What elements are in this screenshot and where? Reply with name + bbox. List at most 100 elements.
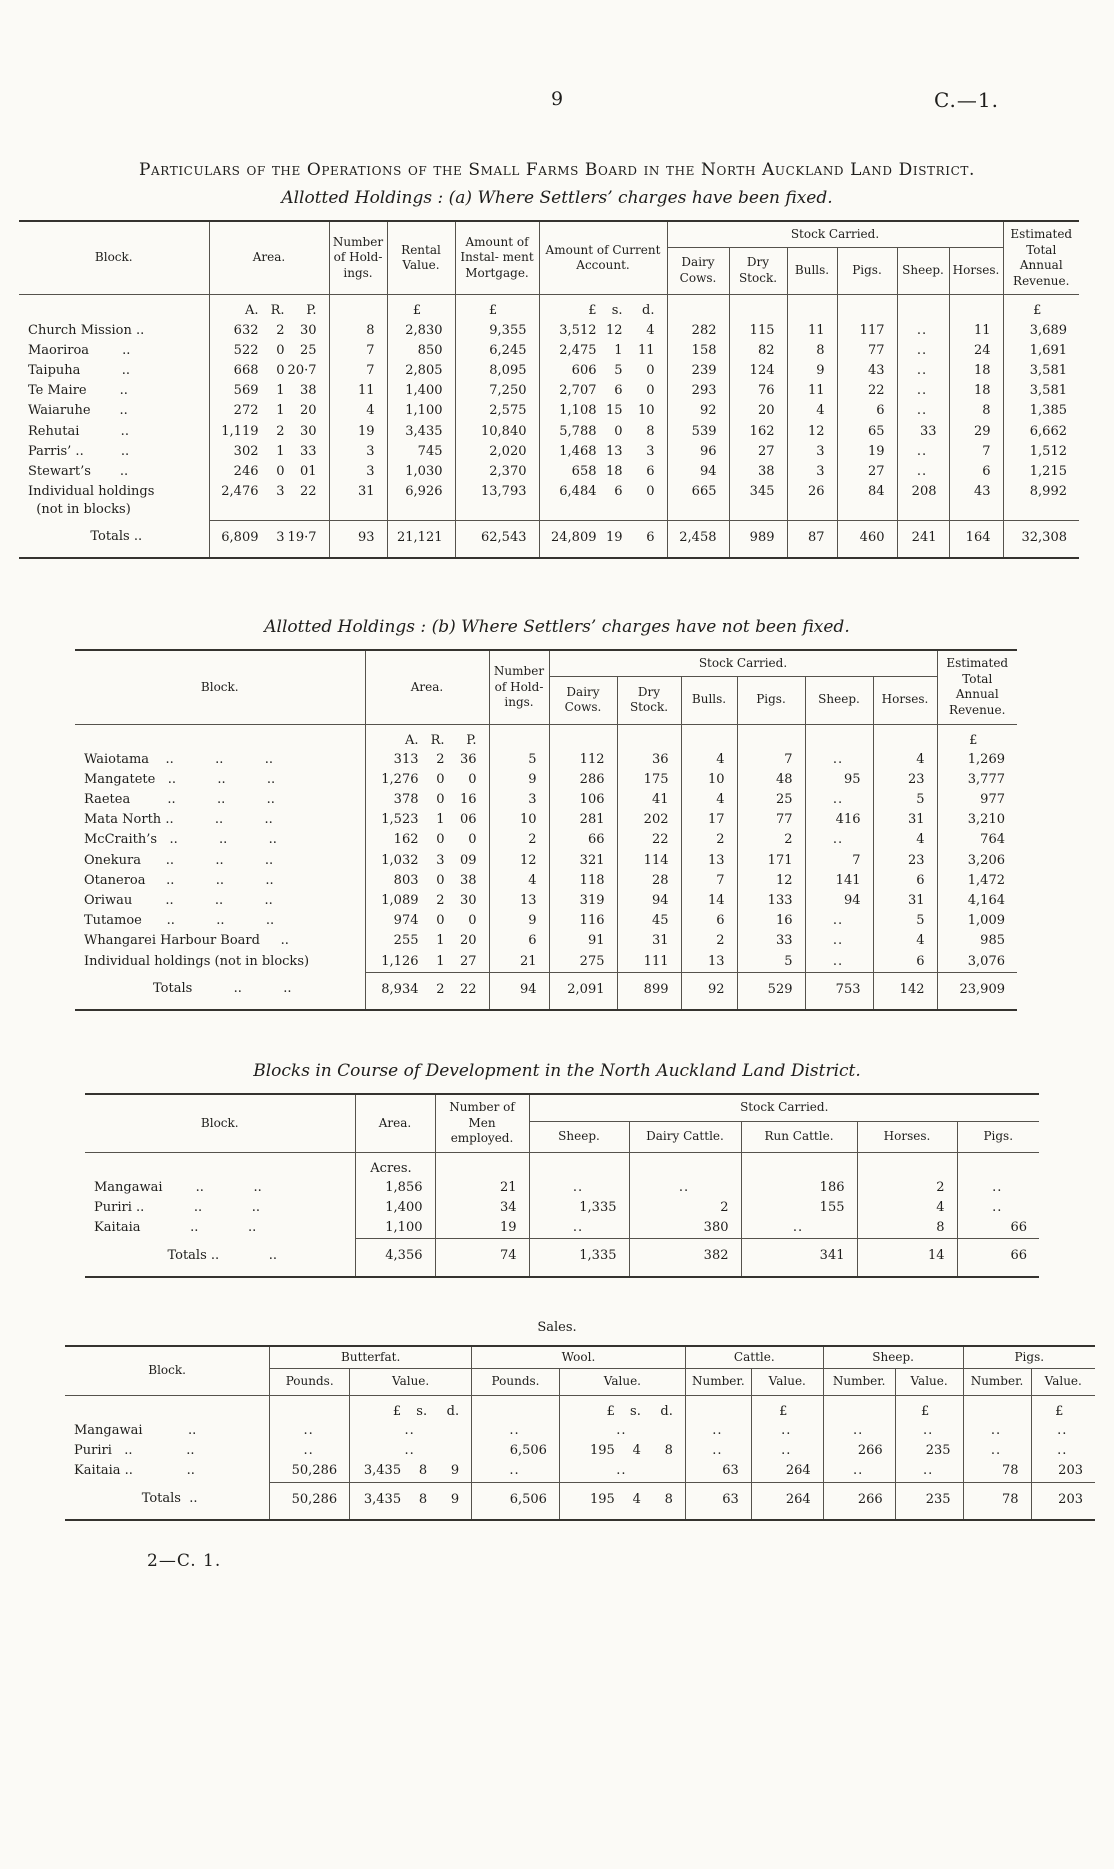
cell-segments: 1,468 13 3 xyxy=(544,443,654,461)
table-cell: 321 xyxy=(548,850,618,871)
cell-segment: A. xyxy=(404,732,419,748)
column-header: Block. xyxy=(64,1345,271,1396)
unit-label: £ xyxy=(750,1395,824,1422)
cell-segments: 1,032 3 09 xyxy=(370,852,476,870)
cell-segment: 2,476 xyxy=(221,484,259,500)
table-cell: 31 xyxy=(872,810,938,831)
column-header: Estimated Total Annual Revenue. xyxy=(936,650,1018,725)
table-cell: 24 xyxy=(948,340,1004,361)
table-cell: 3 xyxy=(488,790,550,811)
unit-label xyxy=(728,294,788,321)
totals-row: Totals .. 50,286 3,435 8 9 6,506 195 4 8 63 264 266… xyxy=(64,1481,1096,1520)
column-header: Number of Men employed. xyxy=(434,1093,530,1153)
table-row: Raetea .. .. .. 378 0 16 3 106 41 4 25.. 5 977 xyxy=(74,790,1018,811)
table-cell: 27 xyxy=(728,441,788,462)
cell-segments: 632 2 30 xyxy=(214,322,317,340)
table-cell: 3,581 xyxy=(1002,381,1080,402)
cell-segment: 15 xyxy=(605,403,623,419)
table-cell: .. xyxy=(894,1461,964,1483)
table-cell: .. xyxy=(896,441,950,462)
table-cell: 6 xyxy=(872,870,938,891)
table-cell: 9 xyxy=(488,769,550,791)
cell-segments: 5,788 0 8 xyxy=(544,423,654,441)
table-cell: .. xyxy=(558,1461,686,1483)
cell-segments: 569 1 38 xyxy=(214,382,317,400)
cell-segment: 19 xyxy=(605,529,623,545)
unit-label xyxy=(680,724,738,750)
table-cell: 3,076 xyxy=(936,951,1018,973)
table-cell: 378 0 16 xyxy=(364,790,490,811)
table-cell: .. xyxy=(956,1177,1040,1199)
cell-segment: 1 xyxy=(614,342,623,358)
table-cell: 319 xyxy=(548,891,618,912)
table-cell: 10 xyxy=(680,769,738,791)
table-cell: 203 xyxy=(1030,1461,1096,1483)
cell-segment: 2,475 xyxy=(559,342,597,358)
unit-row: Acres. xyxy=(84,1152,1040,1178)
totals-cell: 87 xyxy=(786,519,838,559)
table-cell: 94 xyxy=(804,891,874,912)
totals-cell: 753 xyxy=(804,971,874,1010)
table-cell: 282 xyxy=(666,320,730,341)
cell-segment: 195 xyxy=(590,1443,615,1459)
table-cell: 2,476 3 22 xyxy=(208,482,330,521)
table-cell: 1,856 xyxy=(354,1177,436,1199)
cell-segment: 1,089 xyxy=(381,893,419,908)
cell-segment: 8 xyxy=(664,1443,673,1459)
totals-cell: 92 xyxy=(680,971,738,1010)
table-cell: 6 xyxy=(948,461,1004,483)
cell-segments: 3,435 8 9 xyxy=(354,1491,459,1509)
totals-cell: 21,121 xyxy=(386,519,456,559)
column-header: Number. xyxy=(684,1368,752,1396)
table-cell: 10 xyxy=(488,810,550,831)
unit-label xyxy=(740,1152,858,1178)
table-cell: 25 xyxy=(736,790,806,811)
cell-segment: 9 xyxy=(450,1491,460,1507)
table-cell: 1,335 xyxy=(528,1198,630,1219)
table-cell: 272 1 20 xyxy=(208,401,330,422)
table-cell: .. xyxy=(804,790,874,811)
page-number: 9 xyxy=(550,88,564,110)
table-cell: 3 xyxy=(328,461,388,483)
unit-label xyxy=(684,1395,752,1422)
cell-segment: 01 xyxy=(299,463,317,479)
cell-segment: 30 xyxy=(299,423,317,439)
table-row: Oriwau .. .. .. 1,089 2 30 13 319 94 14 133 94 31 4… xyxy=(74,891,1018,912)
cell-segments: 1,108 15 10 xyxy=(544,402,655,420)
unit-label xyxy=(736,724,806,750)
table-cell: 3 xyxy=(786,441,838,462)
table-cell: McCraith’s .. .. .. xyxy=(74,830,366,851)
table-head: Block. Area. Number of Hold- ings. Stock Ca… xyxy=(74,650,1018,725)
table-cell: 985 xyxy=(936,931,1018,952)
table-title: Blocks in Course of Development in the N… xyxy=(253,1060,861,1081)
cell-segment: 10 xyxy=(637,403,655,419)
cell-segment: 1 xyxy=(436,812,445,828)
cell-segment: 0 xyxy=(436,792,445,808)
totals-cell: 235 xyxy=(894,1481,964,1520)
table-cell: 66 xyxy=(956,1218,1040,1239)
page-header: 9 C.—1. xyxy=(19,88,1095,116)
table-cell: 13 xyxy=(680,850,738,871)
totals-cell: 32,308 xyxy=(1002,519,1080,559)
column-header: Block. xyxy=(18,221,210,296)
table-cell: 3,689 xyxy=(1002,320,1080,341)
table-cell: 8 xyxy=(328,320,388,341)
column-header: Dairy Cows. xyxy=(666,247,730,296)
totals-cell: 63 xyxy=(684,1481,752,1520)
table-cell: 175 xyxy=(616,769,682,791)
unit-label: Acres. xyxy=(354,1152,436,1178)
table-cell: 7 xyxy=(804,850,874,871)
table-blocks-in-development: Block. Area. Number of Men employed. Stock … xyxy=(84,1092,1040,1278)
table-row: Whangarei Harbour Board .. 255 1 20 6 91 31 2 33… xyxy=(74,931,1018,952)
table-cell: 2,830 xyxy=(386,320,456,341)
cell-segment: 0 xyxy=(436,872,445,888)
table-cell: Te Maire .. xyxy=(18,381,210,402)
table-allotted-holdings-not-fixed: Block. Area. Number of Hold- ings. Stock Ca… xyxy=(74,649,1018,1011)
table-cell: .. xyxy=(962,1441,1032,1462)
cell-segment: 1,276 xyxy=(381,771,419,787)
table-cell: 112 xyxy=(548,749,618,770)
table-cell: 115 xyxy=(728,320,788,341)
cell-segment: 302 xyxy=(233,443,259,459)
column-header: Number. xyxy=(822,1368,896,1396)
totals-cell: 94 xyxy=(488,971,550,1010)
